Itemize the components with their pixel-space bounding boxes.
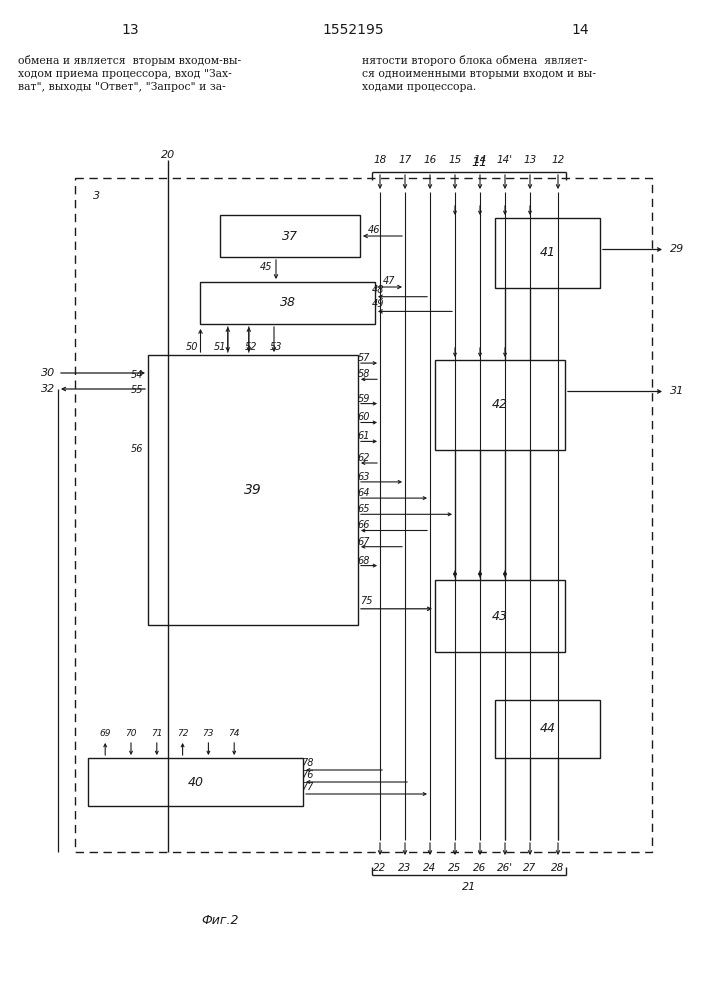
Text: 57: 57 — [358, 353, 370, 363]
Text: 22: 22 — [373, 863, 387, 873]
Text: 48: 48 — [372, 285, 384, 295]
Text: 26: 26 — [474, 863, 486, 873]
Text: 18: 18 — [373, 155, 387, 165]
Text: 49: 49 — [372, 299, 384, 309]
Text: 65: 65 — [358, 504, 370, 514]
Bar — [435, 360, 565, 450]
Text: 26': 26' — [497, 863, 513, 873]
Text: 69: 69 — [100, 730, 111, 738]
Bar — [75, 178, 652, 852]
Text: 53: 53 — [270, 342, 282, 352]
Text: 70: 70 — [125, 730, 136, 738]
Text: 14: 14 — [571, 23, 589, 37]
Text: 72: 72 — [177, 730, 188, 738]
Text: 3: 3 — [93, 191, 100, 201]
Text: 37: 37 — [282, 230, 298, 242]
Text: 50: 50 — [186, 342, 199, 352]
Text: 23: 23 — [398, 863, 411, 873]
Bar — [495, 218, 600, 288]
Bar — [88, 758, 303, 806]
Text: 14': 14' — [497, 155, 513, 165]
Bar — [495, 700, 600, 758]
Text: 45: 45 — [259, 262, 272, 272]
Text: 76: 76 — [300, 770, 313, 780]
Text: 11: 11 — [471, 155, 487, 168]
Text: 12: 12 — [551, 155, 565, 165]
Text: 30: 30 — [41, 368, 55, 378]
Text: 67: 67 — [358, 537, 370, 547]
Text: 1552195: 1552195 — [322, 23, 384, 37]
Text: 62: 62 — [358, 453, 370, 463]
Text: 42: 42 — [492, 398, 508, 412]
Text: 56: 56 — [131, 444, 143, 454]
Text: 39: 39 — [244, 483, 262, 497]
Text: 68: 68 — [358, 556, 370, 566]
Text: 51: 51 — [214, 342, 226, 352]
Text: 52: 52 — [245, 342, 257, 352]
Bar — [148, 355, 358, 625]
Text: 16: 16 — [423, 155, 437, 165]
Text: 58: 58 — [358, 369, 370, 379]
Text: 74: 74 — [228, 730, 240, 738]
Text: 66: 66 — [358, 520, 370, 530]
Text: 40: 40 — [187, 776, 204, 788]
Text: нятости второго блока обмена  являет-
ся одноименными вторыми входом и вы-
ходам: нятости второго блока обмена являет- ся … — [362, 55, 596, 92]
Bar — [220, 215, 360, 257]
Text: 25: 25 — [448, 863, 462, 873]
Text: 44: 44 — [539, 722, 556, 736]
Text: 13: 13 — [523, 155, 537, 165]
Text: 15: 15 — [448, 155, 462, 165]
Text: 54: 54 — [131, 370, 143, 380]
Text: 78: 78 — [300, 758, 313, 768]
Text: 31: 31 — [670, 386, 684, 396]
Text: 71: 71 — [151, 730, 163, 738]
Text: 60: 60 — [358, 412, 370, 422]
Text: 59: 59 — [358, 394, 370, 404]
Bar — [435, 580, 565, 652]
Text: обмена и является  вторым входом-вы-
ходом приема процессора, вход "Зах-
ват", в: обмена и является вторым входом-вы- ходо… — [18, 55, 241, 92]
Text: 14: 14 — [474, 155, 486, 165]
Text: 29: 29 — [670, 244, 684, 254]
Text: 61: 61 — [358, 431, 370, 441]
Text: 38: 38 — [279, 296, 296, 310]
Text: 64: 64 — [358, 488, 370, 498]
Text: 55: 55 — [131, 385, 143, 395]
Text: 73: 73 — [203, 730, 214, 738]
Text: 13: 13 — [121, 23, 139, 37]
Text: 17: 17 — [398, 155, 411, 165]
Text: 46: 46 — [368, 225, 380, 235]
Text: 21: 21 — [462, 882, 476, 892]
Text: 63: 63 — [358, 472, 370, 482]
Text: 75: 75 — [360, 596, 373, 606]
Text: 47: 47 — [382, 276, 395, 286]
Text: 32: 32 — [41, 384, 55, 394]
Text: 27: 27 — [523, 863, 537, 873]
Text: 24: 24 — [423, 863, 437, 873]
Text: Фиг.2: Фиг.2 — [201, 914, 239, 926]
Text: 77: 77 — [300, 782, 313, 792]
Text: 41: 41 — [539, 246, 556, 259]
Text: 28: 28 — [551, 863, 565, 873]
Text: 43: 43 — [492, 609, 508, 622]
Bar — [200, 282, 375, 324]
Text: 20: 20 — [161, 150, 175, 160]
